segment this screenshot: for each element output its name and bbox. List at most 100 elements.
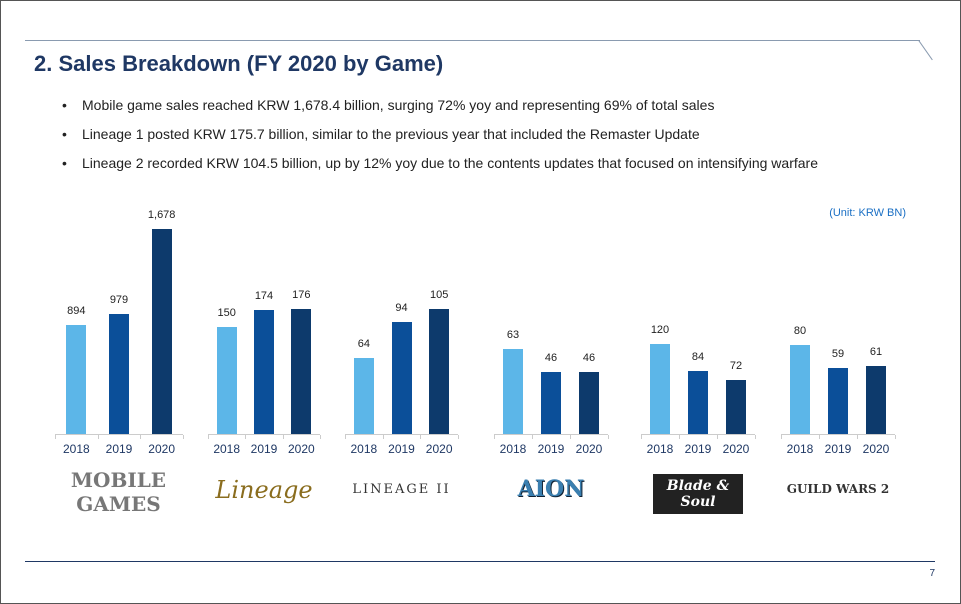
chart-3: 64 2018 94 2019 105 2020 LINEAGE II — [345, 200, 459, 520]
game-title: Blade & Soul — [653, 474, 743, 514]
axis-tick — [282, 435, 284, 439]
bar-2018 — [353, 357, 374, 434]
bar-2020 — [726, 380, 746, 434]
data-label: 105 — [429, 289, 449, 301]
axis-tick — [97, 435, 99, 439]
x-axis — [641, 434, 756, 439]
bar-2019 — [254, 310, 274, 434]
bullet-item: Mobile game sales reached KRW 1,678.4 bi… — [62, 95, 818, 124]
chart-2: 150 2018 174 2019 176 2020 Lineage — [208, 200, 321, 520]
x-tick-label: 2020 — [862, 442, 890, 456]
data-label: 84 — [691, 351, 705, 363]
axis-tick — [679, 435, 680, 439]
data-label: 894 — [67, 304, 86, 317]
axis-tick — [55, 435, 56, 439]
data-label: 46 — [582, 351, 596, 364]
bottom-rule — [25, 561, 935, 562]
data-label: 979 — [109, 294, 129, 307]
bar-2018 — [790, 345, 810, 434]
bar-2019 — [541, 371, 561, 434]
game-logo: GUILD WARS 2 — [781, 468, 895, 496]
axis-tick — [570, 435, 571, 439]
data-label: 1,678 — [147, 209, 176, 221]
chart-6: 80 2018 59 2019 61 2020 GUILD WARS 2 — [781, 200, 896, 520]
axis-tick — [345, 435, 346, 439]
unit-label: (Unit: KRW BN) — [829, 207, 906, 219]
x-tick-label: 2020 — [722, 442, 750, 456]
data-label: 46 — [544, 351, 558, 364]
x-tick-label: 2018 — [213, 442, 241, 456]
bar-2018 — [216, 327, 237, 434]
data-label: 64 — [357, 337, 370, 350]
x-tick-label: 2018 — [786, 442, 814, 456]
bar-2020 — [151, 229, 172, 434]
game-title: MOBILE GAMES — [70, 468, 167, 516]
axis-tick — [245, 435, 247, 439]
bullet-item: Lineage 1 posted KRW 175.7 billion, simi… — [62, 124, 818, 153]
data-label: 150 — [217, 307, 236, 320]
x-tick-label: 2020 — [575, 442, 603, 456]
data-label: 94 — [395, 302, 408, 315]
game-logo: MOBILE GAMES — [55, 468, 176, 516]
bar-2019 — [109, 314, 129, 434]
bar-2018 — [650, 344, 670, 434]
x-axis — [55, 434, 184, 439]
axis-tick — [532, 435, 533, 439]
x-tick-label: 2018 — [499, 442, 527, 456]
page-title: 2. Sales Breakdown (FY 2020 by Game) — [34, 51, 444, 76]
data-label: 59 — [831, 348, 845, 361]
chart-4: 63 2018 46 2019 46 2020 AION — [494, 200, 609, 520]
data-label: 80 — [793, 325, 807, 337]
x-tick-label: 2018 — [350, 442, 378, 456]
game-title: GUILD WARS 2 — [786, 482, 890, 496]
axis-tick — [183, 435, 184, 439]
bullet-item: Lineage 2 recorded KRW 104.5 billion, up… — [62, 153, 818, 182]
data-label: 61 — [869, 346, 883, 359]
game-title: Lineage — [215, 476, 313, 504]
x-tick-label: 2020 — [148, 442, 175, 456]
bar-2020 — [429, 309, 450, 434]
bullet-list: Mobile game sales reached KRW 1,678.4 bi… — [62, 95, 818, 182]
game-title: AION — [517, 476, 585, 502]
game-logo: Lineage — [208, 468, 320, 504]
bar-2020 — [291, 309, 312, 434]
bar-2018 — [503, 349, 523, 434]
top-rule — [25, 40, 920, 41]
bar-2019 — [688, 371, 708, 434]
axis-tick — [208, 435, 209, 439]
x-tick-label: 2018 — [646, 442, 674, 456]
game-logo: LINEAGE II — [345, 468, 458, 497]
chart-1: 894 2018 979 2019 1,678 2020 MOBILE GAMES — [55, 200, 184, 520]
x-tick-label: 2019 — [105, 442, 133, 456]
x-tick-label: 2020 — [425, 442, 453, 456]
x-tick-label: 2018 — [62, 442, 90, 456]
axis-tick — [895, 435, 896, 439]
data-label: 63 — [506, 329, 520, 341]
bar-2019 — [391, 322, 412, 434]
x-tick-label: 2019 — [388, 442, 415, 456]
game-logo: Blade & Soul — [641, 468, 743, 514]
axis-tick — [140, 435, 142, 439]
bar-2018 — [66, 324, 87, 434]
x-axis — [345, 434, 459, 439]
game-title: LINEAGE II — [352, 482, 451, 497]
axis-tick — [717, 435, 718, 439]
axis-tick — [320, 435, 321, 439]
axis-tick — [608, 435, 609, 439]
axis-tick — [494, 435, 495, 439]
axis-tick — [382, 435, 384, 439]
x-axis — [494, 434, 609, 439]
data-label: 72 — [729, 360, 743, 372]
axis-tick — [857, 435, 858, 439]
x-tick-label: 2019 — [250, 442, 278, 456]
axis-tick — [781, 435, 782, 439]
page-number: 7 — [929, 568, 935, 579]
bar-2019 — [828, 368, 848, 434]
bar-2020 — [866, 366, 886, 434]
x-tick-label: 2019 — [684, 442, 712, 456]
x-axis — [208, 434, 321, 439]
x-tick-label: 2019 — [537, 442, 565, 456]
x-tick-label: 2020 — [287, 442, 315, 456]
data-label: 120 — [650, 324, 670, 336]
data-label: 176 — [292, 289, 311, 301]
